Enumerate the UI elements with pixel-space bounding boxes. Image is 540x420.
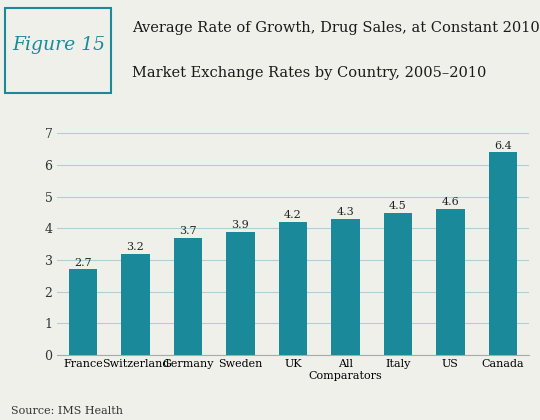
- Bar: [226, 231, 255, 355]
- Text: 4.2: 4.2: [284, 210, 302, 220]
- Text: 3.2: 3.2: [126, 242, 144, 252]
- Text: 3.7: 3.7: [179, 226, 197, 236]
- Text: 2.7: 2.7: [74, 257, 92, 268]
- Bar: [383, 213, 413, 355]
- Text: 6.4: 6.4: [494, 141, 512, 150]
- Text: 3.9: 3.9: [232, 220, 249, 230]
- Bar: [489, 152, 517, 355]
- Bar: [331, 219, 360, 355]
- Text: Average Rate of Growth, Drug Sales, at Constant 2010: Average Rate of Growth, Drug Sales, at C…: [132, 21, 540, 35]
- Text: Figure 15: Figure 15: [12, 37, 105, 54]
- Text: 4.6: 4.6: [442, 197, 460, 207]
- Bar: [173, 238, 202, 355]
- Bar: [436, 209, 465, 355]
- Text: Source: IMS Health: Source: IMS Health: [11, 406, 123, 416]
- Bar: [69, 270, 97, 355]
- Text: 4.3: 4.3: [336, 207, 354, 217]
- Bar: [279, 222, 307, 355]
- Text: Market Exchange Rates by Country, 2005–2010: Market Exchange Rates by Country, 2005–2…: [132, 66, 487, 79]
- Bar: [121, 254, 150, 355]
- Text: 4.5: 4.5: [389, 201, 407, 210]
